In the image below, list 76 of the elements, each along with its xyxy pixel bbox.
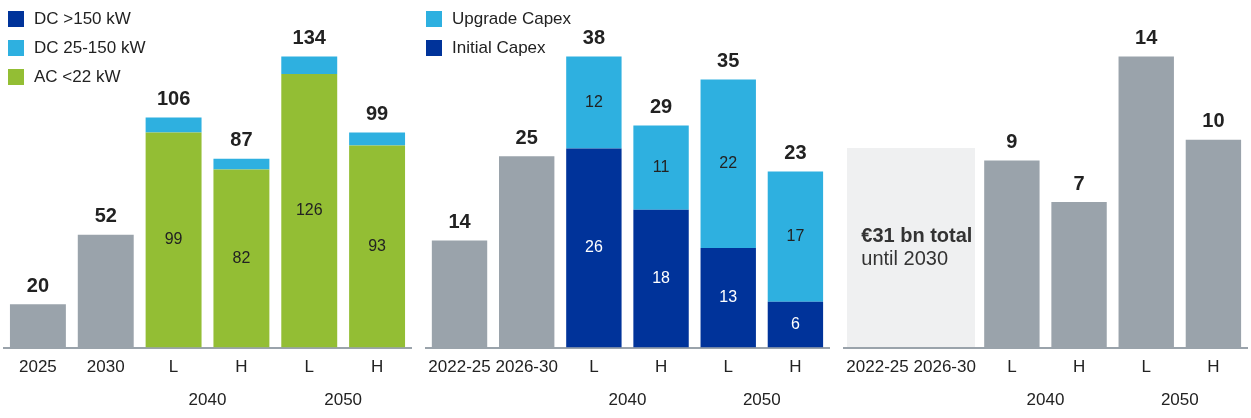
x-tick-label: 2030 — [86, 357, 125, 377]
total-label: 23 — [784, 140, 807, 163]
total-label: 14 — [448, 209, 472, 232]
bar — [145, 117, 202, 133]
bar — [700, 248, 756, 348]
bar — [213, 169, 270, 348]
annotation: until 2030 — [861, 247, 950, 271]
x-tick-label: 2026-30 — [913, 357, 976, 377]
data-label: 93 — [368, 237, 387, 255]
total-label: 106 — [156, 86, 191, 109]
bar — [633, 209, 689, 348]
bar — [700, 79, 756, 249]
data-label: 126 — [295, 201, 323, 219]
data-label: 22 — [719, 154, 738, 172]
x-tick-label: L — [1141, 357, 1151, 377]
data-label: 14 — [1135, 26, 1159, 49]
x-tick-label: 2025 — [19, 357, 57, 377]
bar — [281, 73, 338, 348]
shaded-box: €31 bn total until 2030 — [847, 147, 975, 347]
bar — [349, 145, 406, 348]
data-label: 18 — [652, 269, 671, 287]
total-label: 35 — [717, 49, 740, 72]
text: 2050 — [742, 390, 781, 410]
bar — [566, 56, 622, 149]
text: 2040 — [1026, 390, 1065, 410]
legend-label: DC 25-150 kW — [34, 38, 146, 58]
x-tick-label: 2026-30 — [495, 357, 558, 377]
total-label: 20 — [26, 273, 50, 296]
x-tick-label: H — [1072, 357, 1086, 377]
legend-label: Initial Capex — [452, 38, 546, 58]
x-tick-label: H — [370, 357, 384, 377]
data-label: 26 — [584, 238, 603, 256]
total-label: 25 — [515, 125, 538, 148]
legend-label: Upgrade Capex — [452, 9, 572, 29]
total-label: 52 — [94, 204, 117, 227]
text: 2050 — [1160, 390, 1199, 410]
x-tick-label: H — [1207, 357, 1220, 377]
legend-label: DC >150 kW — [34, 9, 131, 29]
bar — [349, 132, 406, 146]
bar — [633, 125, 689, 210]
data-label: 12 — [584, 92, 603, 110]
data-label: 82 — [232, 248, 251, 266]
data-label: 99 — [164, 230, 183, 248]
x-tick-label: L — [589, 357, 599, 377]
x-tick-label: H — [235, 357, 248, 377]
x-tick-label: L — [304, 357, 314, 377]
x-tick-label: 2022-25 — [846, 357, 909, 377]
total-label: 38 — [582, 26, 606, 49]
data-label: 7 — [1073, 171, 1085, 194]
x-tick-label: H — [654, 357, 668, 377]
x-tick-label: L — [1007, 357, 1017, 377]
x-tick-label: L — [723, 357, 733, 377]
legend-label: AC <22 kW — [34, 67, 121, 87]
x-tick-label: L — [168, 357, 179, 377]
total-label: 87 — [230, 128, 253, 151]
text: 2040 — [188, 390, 227, 410]
x-tick-label: H — [789, 357, 802, 377]
bar — [566, 148, 622, 348]
data-label: 10 — [1202, 109, 1225, 132]
data-label: 9 — [1006, 130, 1018, 153]
total-label: 29 — [649, 95, 673, 118]
text: 2050 — [324, 390, 363, 410]
bar — [281, 56, 338, 74]
bar — [145, 132, 202, 348]
data-label: 17 — [786, 226, 805, 244]
total-label: 134 — [292, 26, 327, 49]
data-label: 13 — [719, 288, 738, 306]
x-tick-label: 2022-25 — [428, 357, 491, 377]
text: 2040 — [608, 390, 647, 410]
bar — [213, 158, 270, 170]
data-label: 6 — [790, 315, 800, 333]
total-label: 99 — [365, 102, 389, 125]
data-label: 11 — [652, 158, 670, 176]
annotation: €31 bn total — [861, 224, 974, 248]
bar — [767, 301, 824, 348]
bar — [767, 171, 824, 302]
